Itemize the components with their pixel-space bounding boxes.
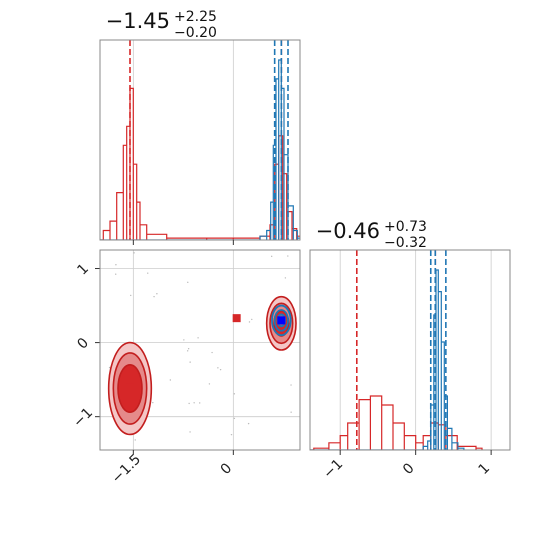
plot-area [100,250,300,450]
sample-point [133,252,135,254]
y-tick-label: 1 [74,261,92,279]
y-tick-label: 0 [74,335,92,353]
sample-point [219,368,222,371]
axes-frame [309,249,511,451]
sample-point [248,321,251,323]
sample-point [287,255,289,257]
axes-frame [99,39,301,241]
sample-point [152,401,154,404]
axes-frame [99,249,301,451]
panel-title-plus: +2.25 [174,9,217,25]
panel-bottom-right: −0.46 +0.73−0.32 −1 0 1 [309,219,511,482]
panel-bottom-left: −1 0 1 −1.5 0 [70,249,301,487]
sample-point [197,337,199,339]
sample-point [115,273,117,275]
panel-title: −1.45 [106,9,170,33]
sample-point [193,402,195,404]
sample-point [270,255,273,258]
sample-point [186,350,189,352]
sample-point [134,439,136,441]
sample-point [187,281,189,284]
y-tick-label: −1 [70,405,96,431]
marker-red [232,314,241,323]
panel-title-minus: −0.20 [174,25,217,41]
sample-point [153,295,155,298]
sample-point [108,366,111,369]
sample-point [211,351,213,354]
panel-top-left: −1.45 +2.25−0.20 [99,9,301,245]
plot-area [100,40,300,240]
sample-point [290,384,292,386]
histogram-red [310,395,483,450]
sample-point [183,339,185,341]
sample-point [230,433,233,436]
sample-point [189,361,191,363]
sample-point [187,348,190,350]
sample-point [247,422,250,425]
plot-area [310,250,492,450]
x-tick-label: 0 [218,460,236,478]
histogram-red [100,87,300,240]
sample-point [233,417,236,420]
sample-point [169,379,172,381]
marker-red [126,383,134,392]
sample-point [208,383,211,385]
contour-blue [271,304,292,337]
panel-title-plus: +0.73 [384,219,427,235]
x-tick-label: 1 [475,460,493,478]
x-tick-label: 0 [400,460,418,478]
sample-point [233,393,236,395]
sample-point [115,264,117,266]
sample-point [251,318,253,321]
sample-point [290,411,292,413]
panel-title-minus: −0.32 [384,235,427,251]
histogram-blue [100,59,300,240]
histogram-blue [310,269,465,450]
sample-point [284,277,287,279]
sample-point [189,431,191,433]
sample-point [199,402,201,404]
marker-blue [277,316,286,325]
sample-point [156,293,158,295]
sample-point [217,367,219,369]
x-tick-label: −1 [320,456,346,482]
x-tick-label: −1.5 [109,451,144,486]
sample-point [188,402,190,405]
sample-point [147,272,149,274]
contour-blue [273,309,289,332]
panel-title: −0.46 [316,219,380,243]
sample-point [130,294,132,297]
